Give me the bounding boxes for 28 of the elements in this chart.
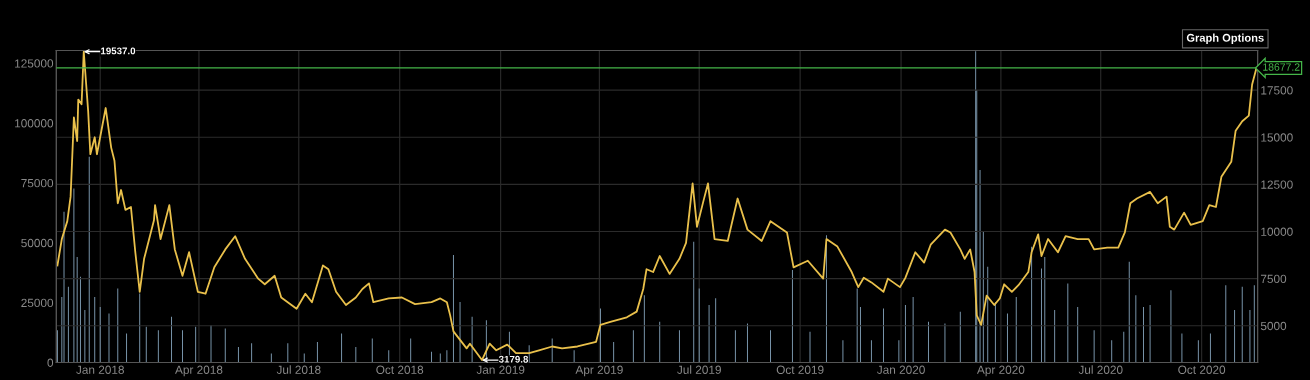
x-tick-label: Apr 2018	[175, 365, 223, 377]
y2-tick-label: 5000	[1260, 321, 1287, 331]
y-tick-label: 100000	[15, 119, 54, 128]
x-tick-label: Jan 2018	[76, 365, 124, 374]
y-tick-label: 50000	[21, 238, 54, 248]
y2-tick-label: 7500	[1260, 274, 1287, 284]
annotation: 19537.0	[101, 47, 136, 55]
x-tick-label: Jul 2020	[1078, 365, 1123, 374]
y2-tick-label: 15000	[1261, 133, 1293, 142]
x-tick-label: Jul 2019	[677, 365, 721, 374]
x-tick-label: Oct 2019	[776, 365, 824, 374]
ref-line-label: 18677.2	[1263, 63, 1300, 71]
x-tick-label: Oct 2020	[1178, 365, 1226, 374]
y2-tick-label: 17500	[1261, 86, 1293, 95]
x-tick-label: Jan 2020	[876, 365, 925, 374]
y-tick-label: 125000	[15, 59, 54, 68]
x-tick-label: Apr 2019	[575, 365, 623, 377]
x-tick-label: Jan 2019	[476, 365, 525, 374]
text: Graph Options	[1186, 33, 1264, 44]
y2-tick-label: 12500	[1261, 180, 1293, 189]
x-tick-label: Jul 2018	[276, 365, 321, 374]
x-tick-label: Oct 2018	[376, 365, 424, 374]
annotation: 3179.8	[498, 355, 529, 363]
x-tick-label: Apr 2020	[976, 365, 1025, 377]
y-tick-label: 25000	[21, 298, 54, 308]
y-tick-label: 0	[47, 358, 54, 367]
y2-tick-label: 10000	[1261, 227, 1293, 236]
y-tick-label: 75000	[21, 178, 54, 188]
